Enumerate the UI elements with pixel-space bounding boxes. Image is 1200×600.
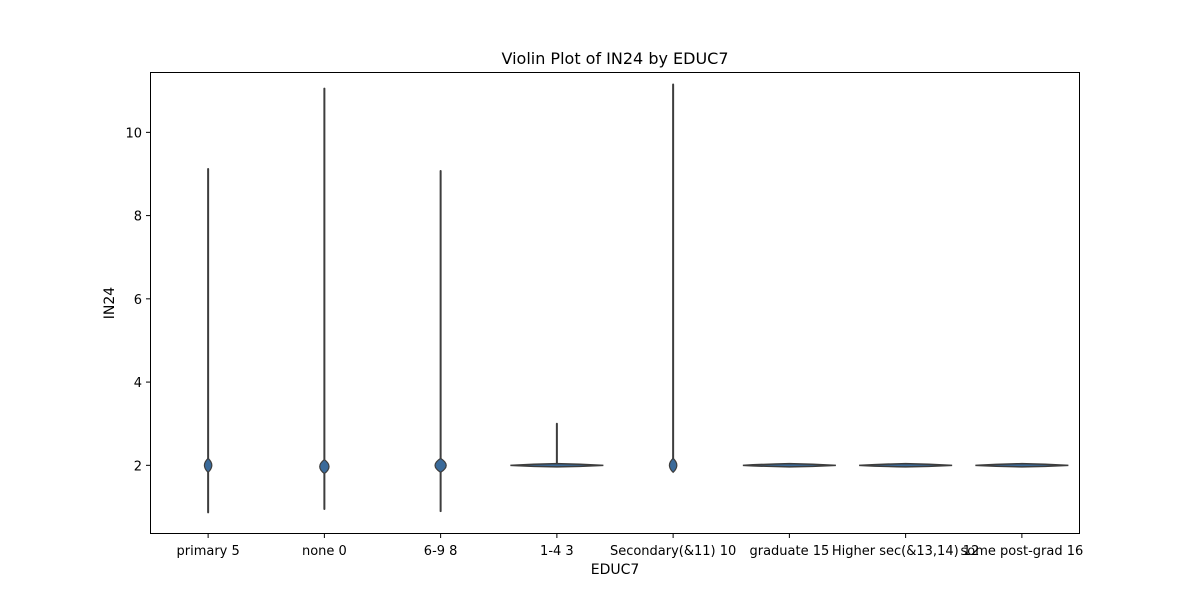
violin-body: [668, 457, 678, 474]
x-tick-label: graduate 15: [749, 544, 829, 559]
violin: [859, 462, 953, 468]
violin: [434, 170, 447, 513]
x-tick-label: some post-grad 16: [960, 544, 1083, 559]
y-tick-label: 2: [134, 459, 142, 474]
violin-group: [203, 83, 1069, 514]
violin-body: [859, 462, 953, 468]
violin-body: [975, 462, 1069, 468]
x-axis-label: EDUC7: [591, 562, 640, 578]
violin-body: [319, 458, 330, 475]
violin: [668, 83, 678, 474]
x-axis-ticks: primary 5 none 0 6-9 8 1-4 3 Secondary(&11) …: [176, 534, 1083, 559]
x-tick-label: 6-9 8: [424, 544, 458, 559]
violin-body: [434, 457, 447, 474]
violin: [319, 87, 330, 511]
violin-body: [510, 462, 604, 468]
y-tick-label: 8: [134, 210, 142, 225]
violin: [975, 462, 1069, 468]
violin: [510, 422, 604, 468]
violin-body: [203, 457, 213, 474]
violin: [203, 167, 213, 514]
chart-title: Violin Plot of IN24 by EDUC7: [501, 49, 728, 68]
x-tick-label: none 0: [302, 544, 347, 559]
violin: [742, 462, 836, 468]
y-tick-label: 6: [134, 293, 142, 308]
x-tick-label: Higher sec(&13,14) 12: [832, 544, 979, 559]
x-tick-label: primary 5: [176, 544, 239, 559]
y-axis-ticks: 2 4 6 8 10: [125, 126, 150, 474]
violin-body: [742, 462, 836, 468]
y-tick-label: 4: [134, 376, 142, 391]
x-tick-label: Secondary(&11) 10: [610, 544, 736, 559]
x-tick-label: 1-4 3: [540, 544, 574, 559]
y-axis-label: IN24: [102, 287, 118, 320]
plot-frame: [150, 72, 1080, 534]
y-tick-label: 10: [125, 126, 142, 141]
